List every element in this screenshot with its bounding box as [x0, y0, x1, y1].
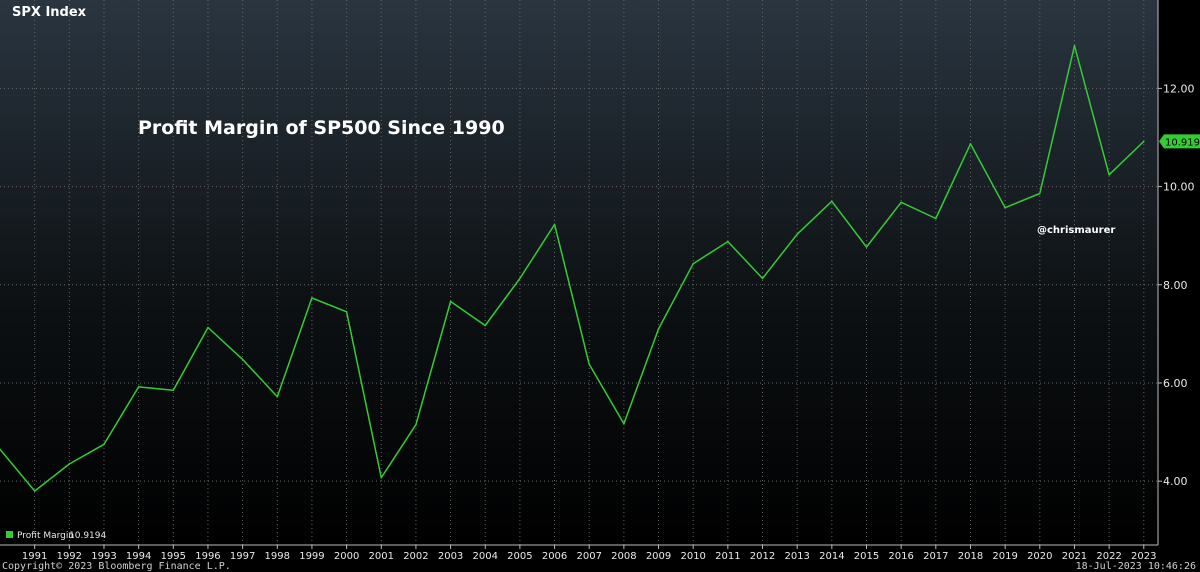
data-point	[657, 328, 660, 330]
y-tick-label: 4.00	[1163, 475, 1188, 488]
data-point	[727, 240, 729, 243]
x-tick-label: 2022	[1096, 551, 1121, 562]
x-tick-label: 2023	[1131, 551, 1156, 562]
x-tick-label: 1999	[299, 551, 324, 562]
data-point	[207, 326, 209, 329]
data-point	[1108, 173, 1110, 176]
x-tick-label: 2010	[680, 551, 705, 562]
data-point	[519, 277, 521, 280]
x-tick-label: 2015	[854, 551, 879, 562]
data-point	[276, 395, 279, 398]
data-point	[380, 476, 383, 479]
series-line-profit-margin	[0, 44, 1145, 492]
x-tick-label: 1996	[195, 551, 220, 562]
data-point	[449, 300, 452, 303]
y-tick-label: 10.00	[1163, 181, 1195, 194]
x-tick-label: 2014	[819, 551, 844, 562]
x-tick-label: 1994	[126, 551, 151, 562]
data-point	[0, 448, 1, 451]
data-point	[415, 423, 417, 426]
data-point	[103, 443, 105, 446]
data-point	[137, 386, 140, 388]
data-point	[623, 422, 625, 425]
x-tick-label: 2009	[646, 551, 671, 562]
y-tick-label: 8.00	[1163, 279, 1188, 292]
x-tick-label: 1998	[265, 551, 290, 562]
x-tick-label: 1995	[161, 551, 186, 562]
legend: Profit Margin 10.9194	[6, 531, 106, 541]
x-tick-label: 2007	[576, 551, 601, 562]
x-tick-label: 1993	[91, 551, 116, 562]
x-tick-label: 2011	[715, 551, 740, 562]
data-point	[935, 217, 937, 220]
data-point	[553, 223, 556, 226]
data-point	[796, 233, 798, 236]
series-layer	[0, 44, 1145, 492]
chart-title: Profit Margin of SP500 Since 1990	[138, 117, 505, 139]
y-tick-label: 12.00	[1163, 82, 1195, 95]
legend-swatch	[6, 531, 13, 538]
data-point	[831, 200, 833, 203]
x-tick-label: 1992	[57, 551, 82, 562]
last-value-tag: 10.9194	[1159, 134, 1200, 149]
last-value-tag-shape	[1159, 134, 1200, 149]
x-tick-label: 2019	[992, 551, 1017, 562]
x-tick-label: 2006	[542, 551, 567, 562]
data-point	[1004, 206, 1006, 209]
data-point	[969, 143, 972, 145]
x-tick-label: 2021	[1062, 551, 1087, 562]
data-point	[865, 246, 868, 248]
axis-layer: 4.00 6.00 8.00 10.00 12.00 1991 1992 1993 1994 19…	[0, 0, 1195, 562]
data-point	[345, 310, 348, 313]
x-tick-label: 2018	[958, 551, 983, 562]
timestamp-text: 18-Jul-2023 10:46:26	[1076, 561, 1196, 572]
data-point	[588, 363, 591, 366]
x-tick-label: 2008	[611, 551, 636, 562]
legend-series-label: Profit Margin	[17, 531, 74, 541]
plot-background	[0, 0, 1158, 545]
x-tick-label: 1991	[22, 551, 47, 562]
x-tick-label: 2002	[403, 551, 428, 562]
data-point	[484, 324, 487, 327]
x-tick-label: 2013	[784, 551, 809, 562]
author-handle: @chrismaurer	[1037, 225, 1115, 236]
x-tick-label: 2001	[369, 551, 394, 562]
x-tick-label: 2020	[1027, 551, 1052, 562]
data-point	[1073, 44, 1076, 47]
data-point	[1039, 192, 1041, 195]
x-tick-label: 2012	[750, 551, 775, 562]
data-point	[33, 490, 36, 492]
x-tick-label: 2000	[334, 551, 359, 562]
data-point	[172, 389, 175, 392]
last-value-tag-text: 10.9194	[1165, 137, 1200, 148]
data-point	[900, 201, 902, 204]
x-tick-label: 2017	[923, 551, 948, 562]
grid-layer	[0, 0, 1158, 545]
copyright-text: Copyright© 2023 Bloomberg Finance L.P.	[2, 561, 231, 572]
data-point	[761, 277, 764, 280]
data-point	[692, 262, 694, 265]
x-tick-label: 2004	[473, 551, 498, 562]
data-point	[1142, 140, 1145, 143]
data-point	[68, 463, 71, 465]
x-tick-label: 2003	[438, 551, 463, 562]
x-tick-label: 1997	[230, 551, 255, 562]
x-tick-label: 2016	[888, 551, 913, 562]
legend-series-value: 10.9194	[69, 531, 106, 541]
data-point	[311, 297, 313, 299]
index-label: SPX Index	[12, 5, 87, 20]
x-tick-label: 2005	[507, 551, 532, 562]
data-point	[241, 358, 244, 361]
y-tick-label: 6.00	[1163, 377, 1188, 390]
